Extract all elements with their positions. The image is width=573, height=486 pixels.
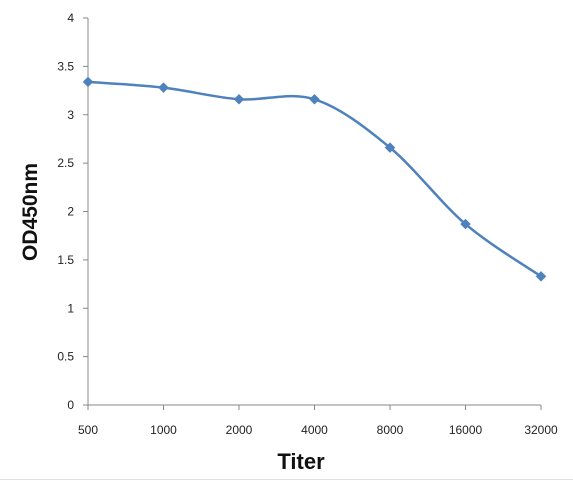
- data-point-marker: [384, 142, 396, 153]
- y-tick-label: 0: [67, 398, 74, 412]
- x-tick-label: 4000: [301, 423, 328, 437]
- y-tick-label: 3.5: [57, 59, 74, 73]
- x-tick-label: 16000: [449, 423, 483, 437]
- y-tick-label: 2: [67, 205, 74, 219]
- x-tick-label: 2000: [226, 423, 253, 437]
- data-point-marker: [82, 76, 94, 88]
- y-tick-label: 1: [67, 301, 74, 315]
- y-tick-label: 1.5: [57, 253, 74, 267]
- data-point-marker: [309, 93, 320, 105]
- y-tick-label: 4: [67, 11, 74, 25]
- x-tick-label: 32000: [524, 423, 558, 437]
- x-tick-label: 500: [78, 423, 98, 437]
- y-tick-label: 2.5: [57, 156, 74, 170]
- y-tick-label: 3: [67, 108, 74, 122]
- data-point-marker: [460, 218, 471, 230]
- x-tick-label: 1000: [150, 423, 177, 437]
- bottom-divider: [0, 479, 573, 480]
- data-point-marker: [158, 82, 169, 94]
- y-tick-label: 0.5: [57, 350, 74, 364]
- x-tick-label: 8000: [377, 423, 404, 437]
- data-point-marker: [535, 270, 547, 282]
- series-line: [87, 80, 542, 278]
- data-point-marker: [233, 93, 245, 105]
- x-axis-title: Titer: [277, 449, 325, 474]
- y-axis-title: OD450nm: [19, 163, 42, 261]
